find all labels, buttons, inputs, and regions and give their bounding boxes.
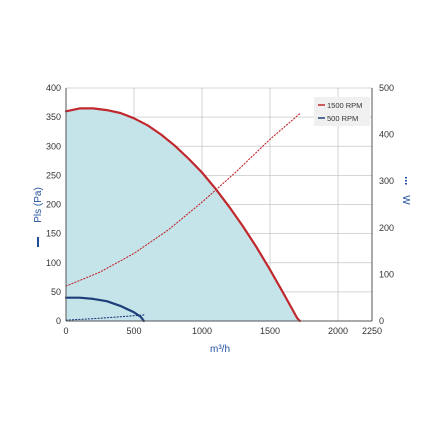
- x-tick-label: 2000: [328, 326, 348, 336]
- y-left-tick-label: 150: [46, 229, 61, 239]
- x-tick-label: 1000: [192, 326, 212, 336]
- y-right-tick-label: 200: [379, 223, 394, 233]
- y-right-tick-label: 400: [379, 130, 394, 140]
- x-tick-label: 2250: [362, 326, 382, 336]
- x-axis-title: m³/h: [210, 344, 230, 355]
- x-tick-label: 1500: [260, 326, 280, 336]
- y-right-tick-label: 500: [379, 83, 394, 93]
- operating-area: [66, 108, 300, 322]
- left-axis-title-group: Pls (Pa): [33, 187, 44, 247]
- y-right-tick-label: 300: [379, 176, 394, 186]
- power-500-rpm-line: [65, 314, 146, 321]
- power-1500-rpm-line: [65, 113, 301, 287]
- legend-box: [314, 97, 370, 126]
- y-left-tick-label: 50: [51, 287, 61, 297]
- y-right-tick-label: 100: [379, 269, 394, 279]
- series-lines: [64, 107, 301, 323]
- y-right-axis-title: W: [400, 195, 411, 205]
- y-left-tick-label: 100: [46, 258, 61, 268]
- y-left-tick-label: 200: [46, 200, 61, 210]
- pressure-1500-rpm-line: [64, 107, 301, 323]
- pressure-500-rpm-line: [64, 296, 145, 323]
- y-left-tick-label: 350: [46, 112, 61, 122]
- y-left-axis-title: Pls (Pa): [33, 187, 44, 223]
- y-left-tick-label: 400: [46, 83, 61, 93]
- legend-label-1500-rpm: 1500 RPM: [327, 101, 362, 110]
- y-left-tick-label: 250: [46, 170, 61, 180]
- right-axis-title-group: W: [400, 177, 411, 205]
- x-tick-label: 0: [63, 326, 68, 336]
- axes: 0 500 1000 1500 2000 225005010015020025030035…: [46, 83, 394, 336]
- y-left-tick-label: 0: [56, 316, 61, 326]
- y-right-tick-label: 0: [379, 316, 384, 326]
- legend: 1500 RPM 500 RPM: [314, 97, 370, 126]
- legend-label-500-rpm: 500 RPM: [327, 114, 358, 123]
- operating-area-fill: [66, 108, 300, 322]
- x-tick-label: 500: [126, 326, 141, 336]
- y-left-tick-label: 300: [46, 141, 61, 151]
